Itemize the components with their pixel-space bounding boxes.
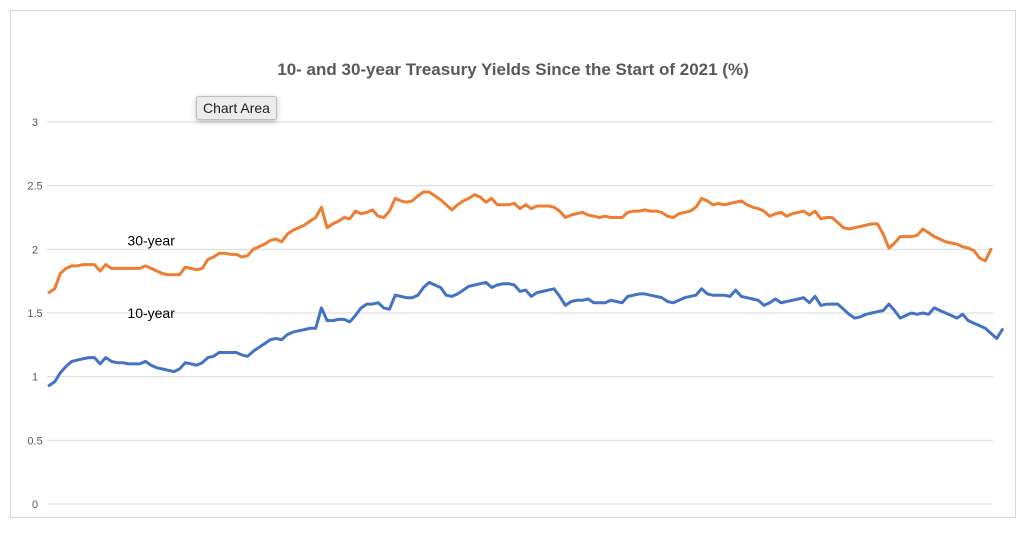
y-tick-label: 1.5 [27, 308, 42, 320]
chart-area[interactable]: 10- and 30-year Treasury Yields Since th… [10, 10, 1016, 518]
chart-area-tooltip: Chart Area [196, 96, 277, 120]
y-tick-label: 0.5 [27, 435, 42, 447]
gridlines [47, 121, 993, 505]
series-label-10-year: 10-year [127, 305, 175, 321]
series-label-30-year: 30-year [127, 233, 175, 249]
y-tick-label: 0 [32, 499, 38, 511]
chart-title: 10- and 30-year Treasury Yields Since th… [277, 60, 748, 79]
series-line-10-year[interactable] [47, 280, 1004, 388]
y-axis-tick-labels: 0 0.5 1 1.5 2 2.5 3 [27, 117, 42, 511]
series-line-30-year[interactable] [47, 190, 993, 295]
series-lines [47, 190, 1004, 388]
y-tick-label: 3 [32, 117, 38, 129]
line-chart: 10- and 30-year Treasury Yields Since th… [27, 60, 1004, 511]
y-tick-label: 1 [32, 372, 38, 384]
y-tick-label: 2.5 [27, 181, 42, 193]
series-annotations: 30-year 10-year [127, 233, 175, 322]
y-tick-label: 2 [32, 244, 38, 256]
